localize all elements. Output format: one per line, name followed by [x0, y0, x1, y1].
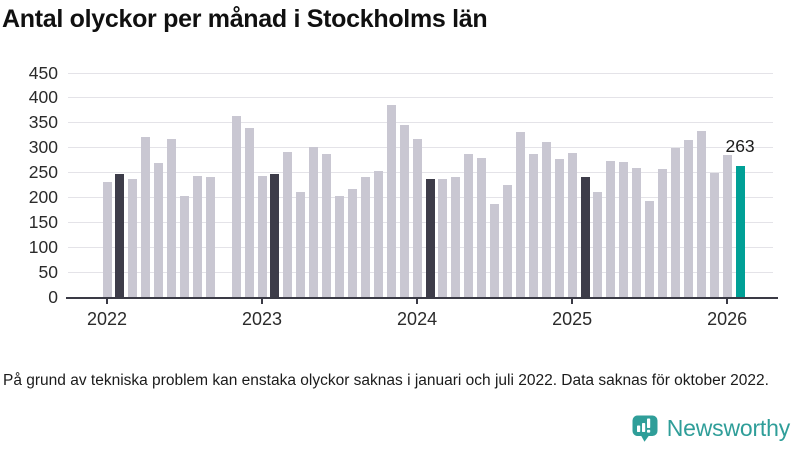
gridline-350 — [68, 122, 773, 124]
x-axis-tick-2026 — [726, 298, 729, 304]
newsworthy-wordmark: Newsworthy — [666, 414, 790, 441]
bar-2025-06 — [632, 168, 642, 297]
bar-2023-10 — [373, 170, 383, 297]
bar-2025-10 — [683, 140, 693, 297]
bar-2023-08 — [347, 189, 357, 297]
bar-2024-09 — [515, 131, 525, 297]
bar-2025-04 — [606, 161, 616, 297]
x-axis-label-2024: 2024 — [397, 309, 438, 329]
y-axis-label: 300 — [28, 137, 58, 158]
y-axis-label: 350 — [28, 112, 58, 133]
x-axis-line — [66, 296, 778, 299]
bar-2024-05 — [464, 153, 474, 297]
bar-2025-05 — [619, 162, 629, 297]
gridline-450 — [68, 72, 773, 74]
x-axis-label-2026: 2026 — [707, 309, 748, 329]
bar-2022-02 — [115, 173, 125, 297]
x-axis-tick-2024 — [416, 298, 419, 304]
bar-2024-03 — [438, 178, 448, 297]
bar-2023-12 — [399, 124, 409, 297]
bar-2025-07 — [645, 201, 655, 297]
bar-2024-10 — [528, 154, 538, 297]
bar-2022-03 — [128, 178, 138, 297]
footnote: På grund av tekniska problem kan enstaka… — [3, 372, 769, 389]
y-axis-label: 150 — [28, 211, 58, 232]
bar-2023-04 — [296, 192, 306, 297]
bar-2023-07 — [335, 195, 345, 297]
bar-2025-11 — [696, 131, 706, 297]
x-axis-label-2022: 2022 — [86, 309, 128, 329]
bar-chart: 0 50 100 150 200 250 300 350 400 450 263 2022 2023… — [0, 58, 800, 348]
bar-2024-11 — [541, 141, 551, 297]
y-axis-label: 250 — [28, 162, 58, 183]
bar-2022-11 — [231, 116, 241, 297]
y-axis-label: 400 — [28, 87, 58, 108]
bar-2025-12 — [709, 173, 719, 297]
chart-title: Antal olyckor per månad i Stockholms län — [2, 5, 488, 33]
bar-2024-07 — [490, 203, 500, 297]
bar-2024-06 — [477, 158, 487, 297]
bar-2024-02 — [425, 179, 435, 297]
latest-value-label: 263 — [725, 136, 755, 157]
bar-2023-05 — [309, 146, 319, 297]
y-axis-label: 50 — [38, 261, 58, 282]
y-axis-label: 0 — [48, 286, 58, 307]
bar-2022-07 — [180, 196, 190, 297]
bar-2022-06 — [167, 139, 177, 297]
bar-2025-09 — [670, 147, 680, 297]
bar-2022-04 — [141, 136, 151, 297]
x-axis-label-2023: 2023 — [242, 309, 283, 329]
bar-2024-12 — [554, 159, 564, 297]
x-axis-tick-2022 — [106, 298, 108, 304]
bar-2022-01 — [102, 182, 112, 297]
bar-2026-02 — [735, 166, 745, 297]
y-axis-label: 450 — [28, 62, 58, 83]
bar-2026-01 — [722, 155, 732, 297]
newsworthy-logo[interactable]: Newsworthy — [630, 413, 790, 443]
x-axis-tick-2025 — [571, 298, 574, 304]
x-axis-label-2025: 2025 — [552, 309, 593, 329]
bar-2023-06 — [322, 153, 332, 297]
gridline-400 — [68, 97, 773, 99]
bar-2025-03 — [593, 191, 603, 297]
bar-2025-01 — [567, 152, 577, 297]
bar-2022-09 — [205, 176, 215, 297]
plot-area: 263 — [66, 72, 778, 304]
bar-2025-02 — [580, 177, 590, 297]
bar-2023-01 — [257, 175, 267, 297]
y-axis-label: 100 — [28, 236, 58, 257]
bar-2023-11 — [386, 105, 396, 297]
newsworthy-icon — [632, 415, 658, 442]
bar-2023-02 — [270, 173, 280, 297]
bar-2024-08 — [503, 184, 513, 297]
bar-2023-09 — [360, 177, 370, 297]
y-axis-label: 200 — [28, 186, 58, 207]
bar-2025-08 — [658, 168, 668, 297]
bar-2023-03 — [283, 152, 293, 297]
x-axis-tick-2023 — [261, 298, 264, 304]
bar-2024-04 — [451, 177, 461, 297]
bar-2022-05 — [154, 162, 164, 297]
bar-2022-12 — [244, 128, 254, 297]
bar-2024-01 — [412, 139, 422, 297]
bar-2022-08 — [192, 175, 202, 297]
